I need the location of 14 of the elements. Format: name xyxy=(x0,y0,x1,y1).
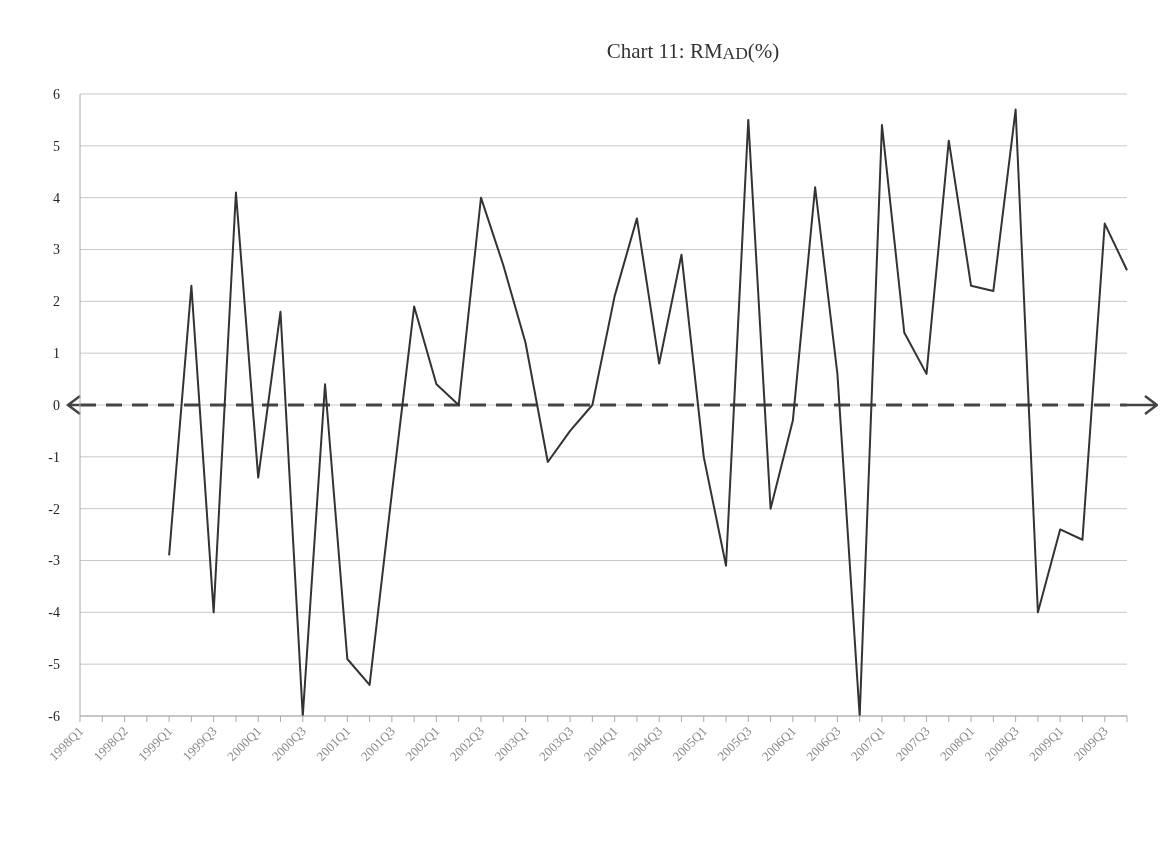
y-tick-label: 2 xyxy=(53,294,60,310)
y-tick-label: 1 xyxy=(53,346,60,362)
y-tick-label: -5 xyxy=(48,657,60,673)
y-tick-label: 4 xyxy=(53,190,60,206)
y-tick-label: -2 xyxy=(48,501,60,517)
y-tick-label: 0 xyxy=(53,397,60,413)
y-tick-label: -6 xyxy=(48,708,60,724)
y-tick-label: 3 xyxy=(53,242,60,258)
y-tick-label: -4 xyxy=(48,605,60,621)
y-tick-label: 5 xyxy=(53,138,60,154)
y-tick-label: 6 xyxy=(53,86,60,102)
y-tick-label: -1 xyxy=(48,449,60,465)
line-series xyxy=(168,108,1128,716)
y-tick-label: -3 xyxy=(48,553,60,569)
